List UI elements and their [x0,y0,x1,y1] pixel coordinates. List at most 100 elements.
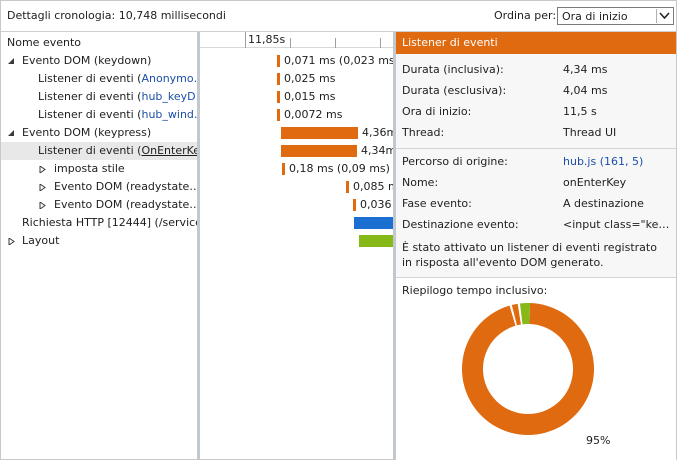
timeline-bar[interactable] [281,127,358,139]
ruler-tick [245,32,246,48]
event-type-text: Layout [22,234,60,247]
donut-slice-script [462,303,594,435]
collapsed-triangle-icon[interactable] [8,238,15,245]
timeline-bar-label: 0,025 ms [284,72,336,85]
source-path-label: Percorso di origine: [402,155,508,168]
event-tree-row[interactable]: Evento DOM (readystate… [1,178,197,196]
event-handler-link[interactable]: OnEnterKey [141,144,197,157]
left-splitter[interactable] [197,32,200,460]
inclusive-duration-label: Durata (inclusiva): [402,63,504,76]
panel-header: Dettagli cronologia: 10,748 millisecondi… [1,1,676,31]
event-tree-label: Listener di eventi (hub_keyD… [38,88,197,106]
event-type-text: Evento DOM (readystate… [54,180,197,193]
ruler-time-label: 11,85s [248,33,286,46]
name-label: Nome: [402,176,439,189]
header-divider [1,31,676,32]
sort-dropdown[interactable]: Ora di inizio [557,7,674,25]
source-path-link[interactable]: hub.js (161, 5) [563,155,644,168]
event-type-text: Evento DOM (readystate… [54,198,197,211]
timeline-bar-label: 0,071 ms (0,023 ms) [284,54,399,67]
sort-dropdown-value: Ora di inizio [562,10,628,23]
event-type-text: Evento DOM (keypress) [22,126,152,139]
dropdown-button[interactable] [656,9,672,23]
event-type-text: Listener di eventi ( [38,108,142,121]
collapsed-triangle-icon[interactable] [39,184,46,191]
event-tree-label: Listener di eventi (OnEnterKey) [38,142,197,160]
collapsed-triangle-icon[interactable] [39,202,46,209]
event-tree-row[interactable]: Listener di eventi (OnEnterKey) [1,142,197,160]
inclusive-duration-value: 4,34 ms [563,63,608,76]
event-tree-row[interactable]: Layout [1,232,197,250]
timeline-bar-label: 4,36m [362,126,398,139]
sort-label: Ordina per: [494,9,557,22]
event-handler-link[interactable]: Anonymo… [141,72,197,85]
event-tree-row[interactable]: Listener di eventi (Anonymo… [1,70,197,88]
event-tree-label: Listener di eventi (hub_wind… [38,106,197,124]
timeline-bar[interactable] [277,73,280,85]
timeline-ruler: 11,85s [200,32,393,48]
event-name-column-header[interactable]: Nome evento [7,36,81,49]
event-tree-label: Richiesta HTTP [12444] (/service… [22,214,197,232]
event-tree-label: Evento DOM (readystate… [54,196,197,214]
details-header: Listener di eventi [396,32,676,54]
timeline-graph: 11,85s 0,071 ms (0,023 ms) 0,025 ms 0,015 … [200,32,399,460]
timeline-bar[interactable] [359,235,393,247]
event-tree-row[interactable]: Evento DOM (keydown) [1,52,197,70]
start-time-label: Ora di inizio: [402,105,472,118]
timeline-bar-label: 4,34m [361,144,397,157]
event-tree-row[interactable]: Listener di eventi (hub_keyD… [1,88,197,106]
summary-title: Riepilogo tempo inclusivo: [402,284,548,297]
event-description: È stato attivato un listener di eventi r… [402,241,657,269]
thread-label: Thread: [402,126,445,139]
timeline-bar[interactable] [353,199,356,211]
timeline-bar[interactable] [277,109,280,121]
event-type-text: Listener di eventi ( [38,72,142,85]
event-tree-row[interactable]: Evento DOM (keypress) [1,124,197,142]
event-tree-label: Evento DOM (readystate… [54,178,197,196]
event-tree-label: Evento DOM (keydown) [22,52,151,70]
timeline-bar[interactable] [282,163,285,175]
inclusive-time-donut [462,303,594,435]
event-tree-row[interactable]: Listener di eventi (hub_wind… [1,106,197,124]
exclusive-duration-value: 4,04 ms [563,84,608,97]
panel-title: Dettagli cronologia: 10,748 millisecondi [7,9,226,22]
start-time-value: 11,5 s [563,105,597,118]
event-target-label: Destinazione evento: [402,218,519,231]
inclusive-time-summary: Riepilogo tempo inclusivo: 95% [396,278,676,460]
exclusive-duration-label: Durata (esclusiva): [402,84,507,97]
details-pane: Listener di eventi Durata (inclusiva): 4… [396,32,676,460]
summary-divider [396,277,676,278]
donut-slice-layout [519,303,531,325]
event-target-value: <input class="ke… [563,218,670,231]
timeline-bar-label: 0,085 m [353,180,399,193]
event-type-text: Evento DOM (keydown) [22,54,152,67]
event-phase-value: A destinazione [563,197,644,210]
event-tree-label: Listener di eventi (Anonymo… [38,70,197,88]
right-splitter[interactable] [393,32,396,460]
expanded-triangle-icon[interactable] [8,58,15,65]
name-value: onEnterKey [563,176,627,189]
event-handler-link[interactable]: hub_keyD… [141,90,197,103]
event-tree-row[interactable]: Evento DOM (readystate… [1,196,197,214]
timeline-bar[interactable] [346,181,349,193]
event-type-text: Listener di eventi ( [38,144,142,157]
timeline-bar[interactable] [277,55,280,67]
timeline-bar[interactable] [281,145,357,157]
event-type-text: imposta stile [54,162,125,175]
event-handler-link[interactable]: hub_wind… [141,108,197,121]
timeline-bar[interactable] [354,217,393,229]
event-tree-label: imposta stile [54,160,125,178]
ruler-tick [335,38,336,48]
timeline-bar-label: 0,036 [360,198,392,211]
ruler-tick [290,38,291,48]
timeline-bar-label: 0,015 ms [284,90,336,103]
event-tree-row[interactable]: imposta stile [1,160,197,178]
timeline-bar[interactable] [277,91,280,103]
timeline-bar-label: 0,18 ms (0,09 ms) [289,162,390,175]
collapsed-triangle-icon[interactable] [39,166,46,173]
expanded-triangle-icon[interactable] [8,130,15,137]
event-type-text: Richiesta HTTP [12444] (/service… [22,216,197,229]
event-tree-label: Layout [22,232,59,250]
event-tree-row[interactable]: Richiesta HTTP [12444] (/service… [1,214,197,232]
